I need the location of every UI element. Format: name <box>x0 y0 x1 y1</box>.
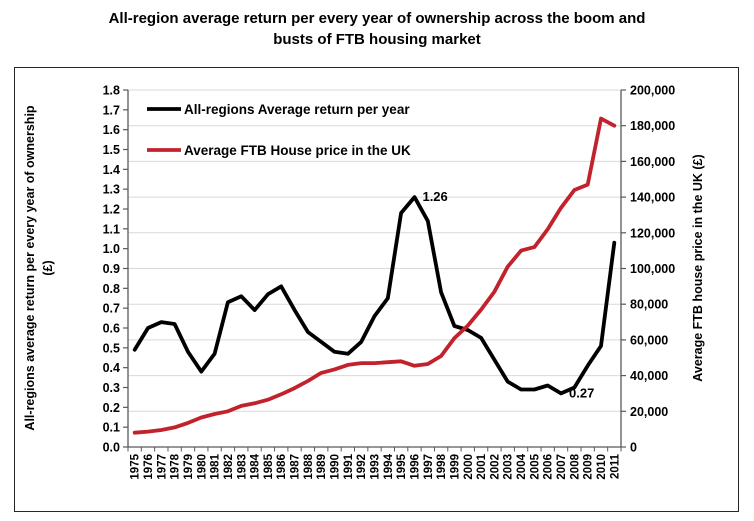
right-axis-tick-label: 120,000 <box>630 226 675 240</box>
left-axis-tick-label: 0.4 <box>103 361 120 375</box>
chart-title-line1: All-region average return per every year… <box>108 10 646 27</box>
tick-labels: 0.0 0.1 0.2 0.3 0.4 0.5 0.6 0.7 0.8 0.9 1.0 1.1 1.2 1… <box>103 84 676 480</box>
left-axis-tick-label: 1.3 <box>103 183 120 197</box>
left-axis-tick-label: 1.4 <box>103 163 120 177</box>
left-axis-tick-label: 0.2 <box>103 401 120 415</box>
right-axis-tick-label: 140,000 <box>630 191 675 205</box>
left-axis-tick-label: 1.8 <box>103 84 120 98</box>
x-axis-year-label: 1985 <box>263 453 275 479</box>
left-axis-tick-label: 0.1 <box>103 421 120 435</box>
x-axis-year-label: 1990 <box>330 454 342 480</box>
right-axis-tick-label: 160,000 <box>630 155 675 169</box>
legend: All-regions Average return per year Aver… <box>147 102 411 158</box>
x-axis-year-label: 1993 <box>370 454 382 480</box>
x-axis-year-label: 1991 <box>343 453 355 479</box>
left-axis-tick-label: 0.9 <box>103 262 120 276</box>
x-axis-year-label: 1978 <box>170 453 182 479</box>
chart-title: All-region average return per every year… <box>57 8 697 50</box>
x-axis-year-label: 1994 <box>383 453 395 479</box>
right-axis-tick-label: 60,000 <box>630 333 668 347</box>
x-axis-year-label: 1987 <box>290 454 302 480</box>
x-axis-year-label: 1979 <box>183 454 195 480</box>
left-axis-tick-label: 1.1 <box>103 222 120 236</box>
legend-label-price: Average FTB House price in the UK <box>184 143 411 158</box>
x-axis-year-label: 2006 <box>543 454 555 480</box>
x-axis-year-label: 2001 <box>476 453 488 479</box>
x-axis-year-label: 2000 <box>463 454 475 480</box>
left-axis-tick-label: 0.6 <box>103 322 120 336</box>
right-axis-tick-label: 100,000 <box>630 262 675 276</box>
x-axis-year-label: 2011 <box>609 453 621 479</box>
x-axis-year-label: 1976 <box>143 454 155 480</box>
left-axis-tick-label: 1.0 <box>103 242 120 256</box>
x-axis-year-label: 1998 <box>436 453 448 479</box>
x-axis-year-label: 1986 <box>276 454 288 480</box>
annotations: 1.26 0.27 <box>422 189 594 400</box>
axes <box>123 89 626 452</box>
x-axis-year-label: 1997 <box>423 454 435 480</box>
x-axis-year-label: 1984 <box>250 453 262 479</box>
x-axis-year-label: 1996 <box>409 454 421 480</box>
left-axis-tick-label: 0.3 <box>103 381 120 395</box>
x-axis-year-label: 1980 <box>196 454 208 480</box>
series-line-returns <box>132 195 617 396</box>
chart-title-line2: busts of FTB housing market <box>273 31 481 48</box>
left-axis-tick-label: 1.6 <box>103 123 120 137</box>
x-axis-year-label: 2004 <box>516 453 528 479</box>
x-axis-year-label: 1995 <box>396 453 408 479</box>
right-axis-tick-label: 200,000 <box>630 84 675 98</box>
left-axis-tick-label: 0.0 <box>103 441 120 455</box>
series-line-price <box>132 116 617 435</box>
x-axis-year-label: 2003 <box>503 454 515 480</box>
left-axis-title-line2: (£) <box>41 260 55 275</box>
x-axis-year-label: 2007 <box>556 454 568 480</box>
left-axis-tick-label: 0.7 <box>103 302 120 316</box>
x-axis-year-label: 1977 <box>156 454 168 480</box>
data-point-label: 0.27 <box>569 385 594 400</box>
x-axis-year-label: 1975 <box>130 453 142 479</box>
right-axis-tick-label: 80,000 <box>630 298 668 312</box>
x-axis-year-label: 1983 <box>236 454 248 480</box>
x-axis-year-label: 1989 <box>316 454 328 480</box>
left-axis-tick-label: 0.8 <box>103 282 120 296</box>
left-axis-title-line1: All-regions average return per every yea… <box>23 105 37 430</box>
chart-panel <box>14 67 739 512</box>
right-axis-title: Average FTB house price in the UK (£) <box>691 154 705 381</box>
right-axis-tick-label: 40,000 <box>630 369 668 383</box>
series-lines <box>132 116 617 435</box>
x-axis-year-label: 1992 <box>356 454 368 480</box>
x-axis-year-label: 1988 <box>303 453 315 479</box>
x-axis-year-label: 2005 <box>529 453 541 479</box>
left-axis-tick-label: 1.5 <box>103 143 120 157</box>
right-axis-tick-label: 20,000 <box>630 405 668 419</box>
x-axis-year-label: 2009 <box>583 454 595 480</box>
legend-label-returns: All-regions Average return per year <box>184 102 410 117</box>
x-axis-year-label: 1999 <box>449 454 461 480</box>
left-axis-tick-label: 1.2 <box>103 203 120 217</box>
x-axis-year-label: 1982 <box>223 454 235 480</box>
left-axis-tick-label: 0.5 <box>103 341 120 355</box>
gridlines <box>128 89 621 412</box>
right-axis-tick-label: 0 <box>630 441 637 455</box>
x-axis-year-label: 2010 <box>596 454 608 480</box>
x-axis-year-label: 2008 <box>569 453 581 479</box>
right-axis-tick-label: 180,000 <box>630 119 675 133</box>
data-point-label: 1.26 <box>422 189 447 204</box>
x-axis-year-label: 1981 <box>210 453 222 479</box>
left-axis-title: All-regions average return per every yea… <box>23 105 55 430</box>
x-axis-year-label: 2002 <box>489 454 501 480</box>
left-axis-tick-label: 1.7 <box>103 103 120 117</box>
